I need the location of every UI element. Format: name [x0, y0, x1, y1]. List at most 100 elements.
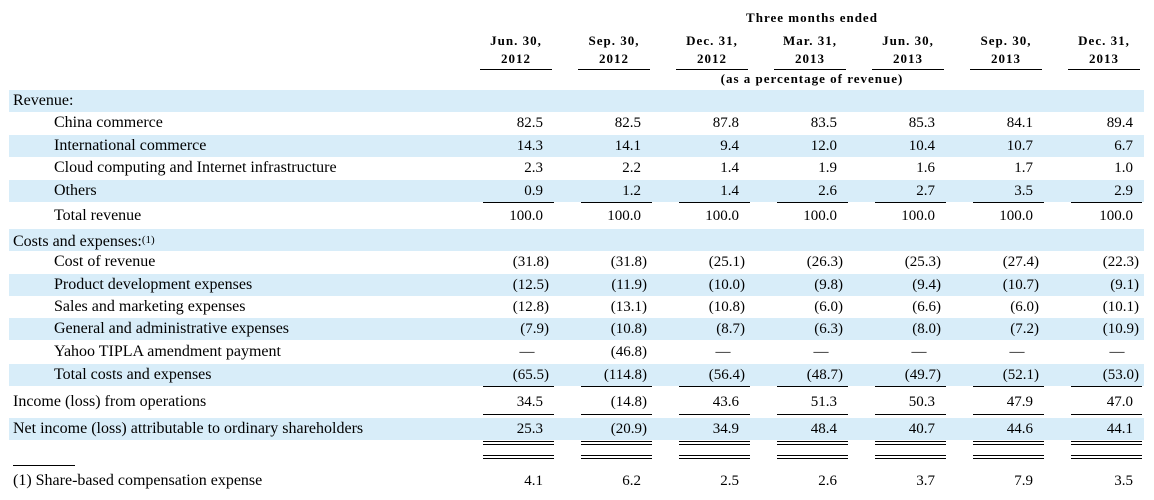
- net-double-underline-2: [875, 455, 946, 459]
- row-general-admin: General and administrative expenses (7.9…: [9, 318, 1144, 340]
- cell-value: 100.0: [705, 208, 739, 224]
- cell-value: 89.4: [1106, 115, 1133, 131]
- cell-value: 6.7: [1114, 138, 1133, 154]
- cell-value: 48.4: [810, 421, 837, 437]
- ops-underline: [1071, 414, 1142, 415]
- net-double-underline-2: [483, 455, 554, 459]
- total-costs-underline: [1071, 386, 1142, 387]
- cell-value: 12.0: [810, 138, 837, 154]
- cell-value: 47.9: [1006, 394, 1033, 410]
- row-income-from-operations: Income (loss) from operations 34.5 (14.8)…: [9, 391, 1144, 413]
- net-double-underline: [973, 441, 1044, 445]
- cell-value: 25.3: [516, 421, 543, 437]
- row-label: Cost of revenue: [54, 253, 156, 270]
- total-costs-underline: [875, 386, 946, 387]
- cell-value: (25.1): [708, 254, 745, 270]
- row-label: China commerce: [54, 114, 163, 131]
- cell-value: 83.5: [810, 115, 837, 131]
- cell-value: (46.8): [610, 344, 647, 360]
- net-double-underline-2: [777, 455, 848, 459]
- cell-value: 3.5: [1114, 473, 1133, 489]
- net-double-underline-2: [973, 455, 1044, 459]
- cell-value: (11.9): [611, 277, 647, 293]
- cell-value: (6.0): [814, 299, 843, 315]
- total-costs-underline: [973, 386, 1044, 387]
- col-header-7: Dec. 31, 2013: [1068, 32, 1140, 70]
- cell-value: 84.1: [1006, 115, 1033, 131]
- others-underline: [679, 202, 750, 203]
- cell-value: 100.0: [1099, 208, 1133, 224]
- col-header-5-line1: Jun. 30,: [882, 33, 934, 48]
- cell-value: 100.0: [803, 208, 837, 224]
- cell-value: (9.1): [1110, 277, 1139, 293]
- total-costs-underline: [581, 386, 652, 387]
- net-double-underline: [483, 441, 554, 445]
- col-header-3-line2: 2012: [676, 50, 748, 70]
- cell-value: —: [911, 344, 927, 360]
- cell-value: 1.9: [818, 160, 837, 176]
- row-revenue: Revenue:: [9, 90, 1144, 112]
- cell-value: (12.5): [512, 277, 549, 293]
- cell-value: 2.5: [720, 473, 739, 489]
- cell-value: (7.9): [520, 321, 549, 337]
- col-header-1: Jun. 30, 2012: [480, 32, 552, 70]
- net-double-underline-2: [679, 455, 750, 459]
- cell-value: (12.8): [512, 299, 549, 315]
- cell-value: (9.4): [912, 277, 941, 293]
- ops-underline: [973, 414, 1044, 415]
- row-label: Costs and expenses:(1): [13, 229, 155, 253]
- costs-label-text: Costs and expenses:: [13, 233, 142, 250]
- cell-value: 4.1: [524, 473, 543, 489]
- row-yahoo-tipla: Yahoo TIPLA amendment payment — (46.8) — — —…: [9, 341, 1144, 363]
- cell-value: 2.6: [818, 183, 837, 199]
- cell-value: (14.8): [610, 394, 647, 410]
- cell-value: (114.8): [603, 367, 647, 383]
- cell-value: (53.0): [1102, 367, 1139, 383]
- cell-value: 1.0: [1114, 160, 1133, 176]
- header-three-months: Three months ended: [746, 10, 878, 25]
- cell-value: 85.3: [908, 115, 935, 131]
- footnote-divider: [13, 465, 75, 466]
- cell-value: —: [1009, 344, 1025, 360]
- cell-value: (20.9): [610, 421, 647, 437]
- cell-value: 40.7: [908, 421, 935, 437]
- col-header-2-line2: 2012: [578, 50, 650, 70]
- row-label: Income (loss) from operations: [13, 393, 207, 410]
- others-underline: [875, 202, 946, 203]
- cell-value: (6.3): [814, 321, 843, 337]
- net-double-underline: [679, 441, 750, 445]
- col-header-5: Jun. 30, 2013: [872, 32, 944, 70]
- cell-value: (10.9): [1102, 321, 1139, 337]
- cell-value: (10.0): [708, 277, 745, 293]
- cell-value: 7.9: [1014, 473, 1033, 489]
- cell-value: 82.5: [516, 115, 543, 131]
- net-double-underline: [1071, 441, 1142, 445]
- others-underline: [973, 202, 1044, 203]
- cell-value: 43.6: [712, 394, 739, 410]
- row-label: Others: [54, 182, 97, 199]
- row-label: Yahoo TIPLA amendment payment: [54, 343, 281, 360]
- col-header-6-line1: Sep. 30,: [980, 33, 1032, 48]
- header-subtitle: (as a percentage of revenue): [720, 71, 904, 86]
- cell-value: (10.7): [1002, 277, 1039, 293]
- cell-value: 82.5: [614, 115, 641, 131]
- cell-value: —: [715, 344, 731, 360]
- col-header-7-line1: Dec. 31,: [1078, 33, 1130, 48]
- row-share-based-compensation: (1) Share-based compensation expense 4.1…: [9, 470, 1144, 492]
- cell-value: 100.0: [901, 208, 935, 224]
- cell-value: 14.3: [516, 138, 543, 154]
- cell-value: (65.5): [512, 367, 549, 383]
- row-china-commerce: China commerce 82.5 82.5 87.8 83.5 85.3 84.1 8…: [9, 112, 1144, 134]
- ops-underline: [679, 414, 750, 415]
- cell-value: 2.2: [622, 160, 641, 176]
- footnote-marker: (1): [141, 234, 155, 246]
- row-total-revenue: Total revenue 100.0 100.0 100.0 100.0 100.0 1…: [9, 205, 1144, 227]
- cell-value: 14.1: [614, 138, 641, 154]
- col-header-6: Sep. 30, 2013: [970, 32, 1042, 70]
- row-label: Revenue:: [13, 92, 74, 109]
- row-net-income: Net income (loss) attributable to ordina…: [9, 418, 1144, 440]
- ops-underline: [483, 414, 554, 415]
- cell-value: (48.7): [806, 367, 843, 383]
- row-label: Product development expenses: [54, 276, 253, 293]
- col-header-4-line2: 2013: [774, 50, 846, 70]
